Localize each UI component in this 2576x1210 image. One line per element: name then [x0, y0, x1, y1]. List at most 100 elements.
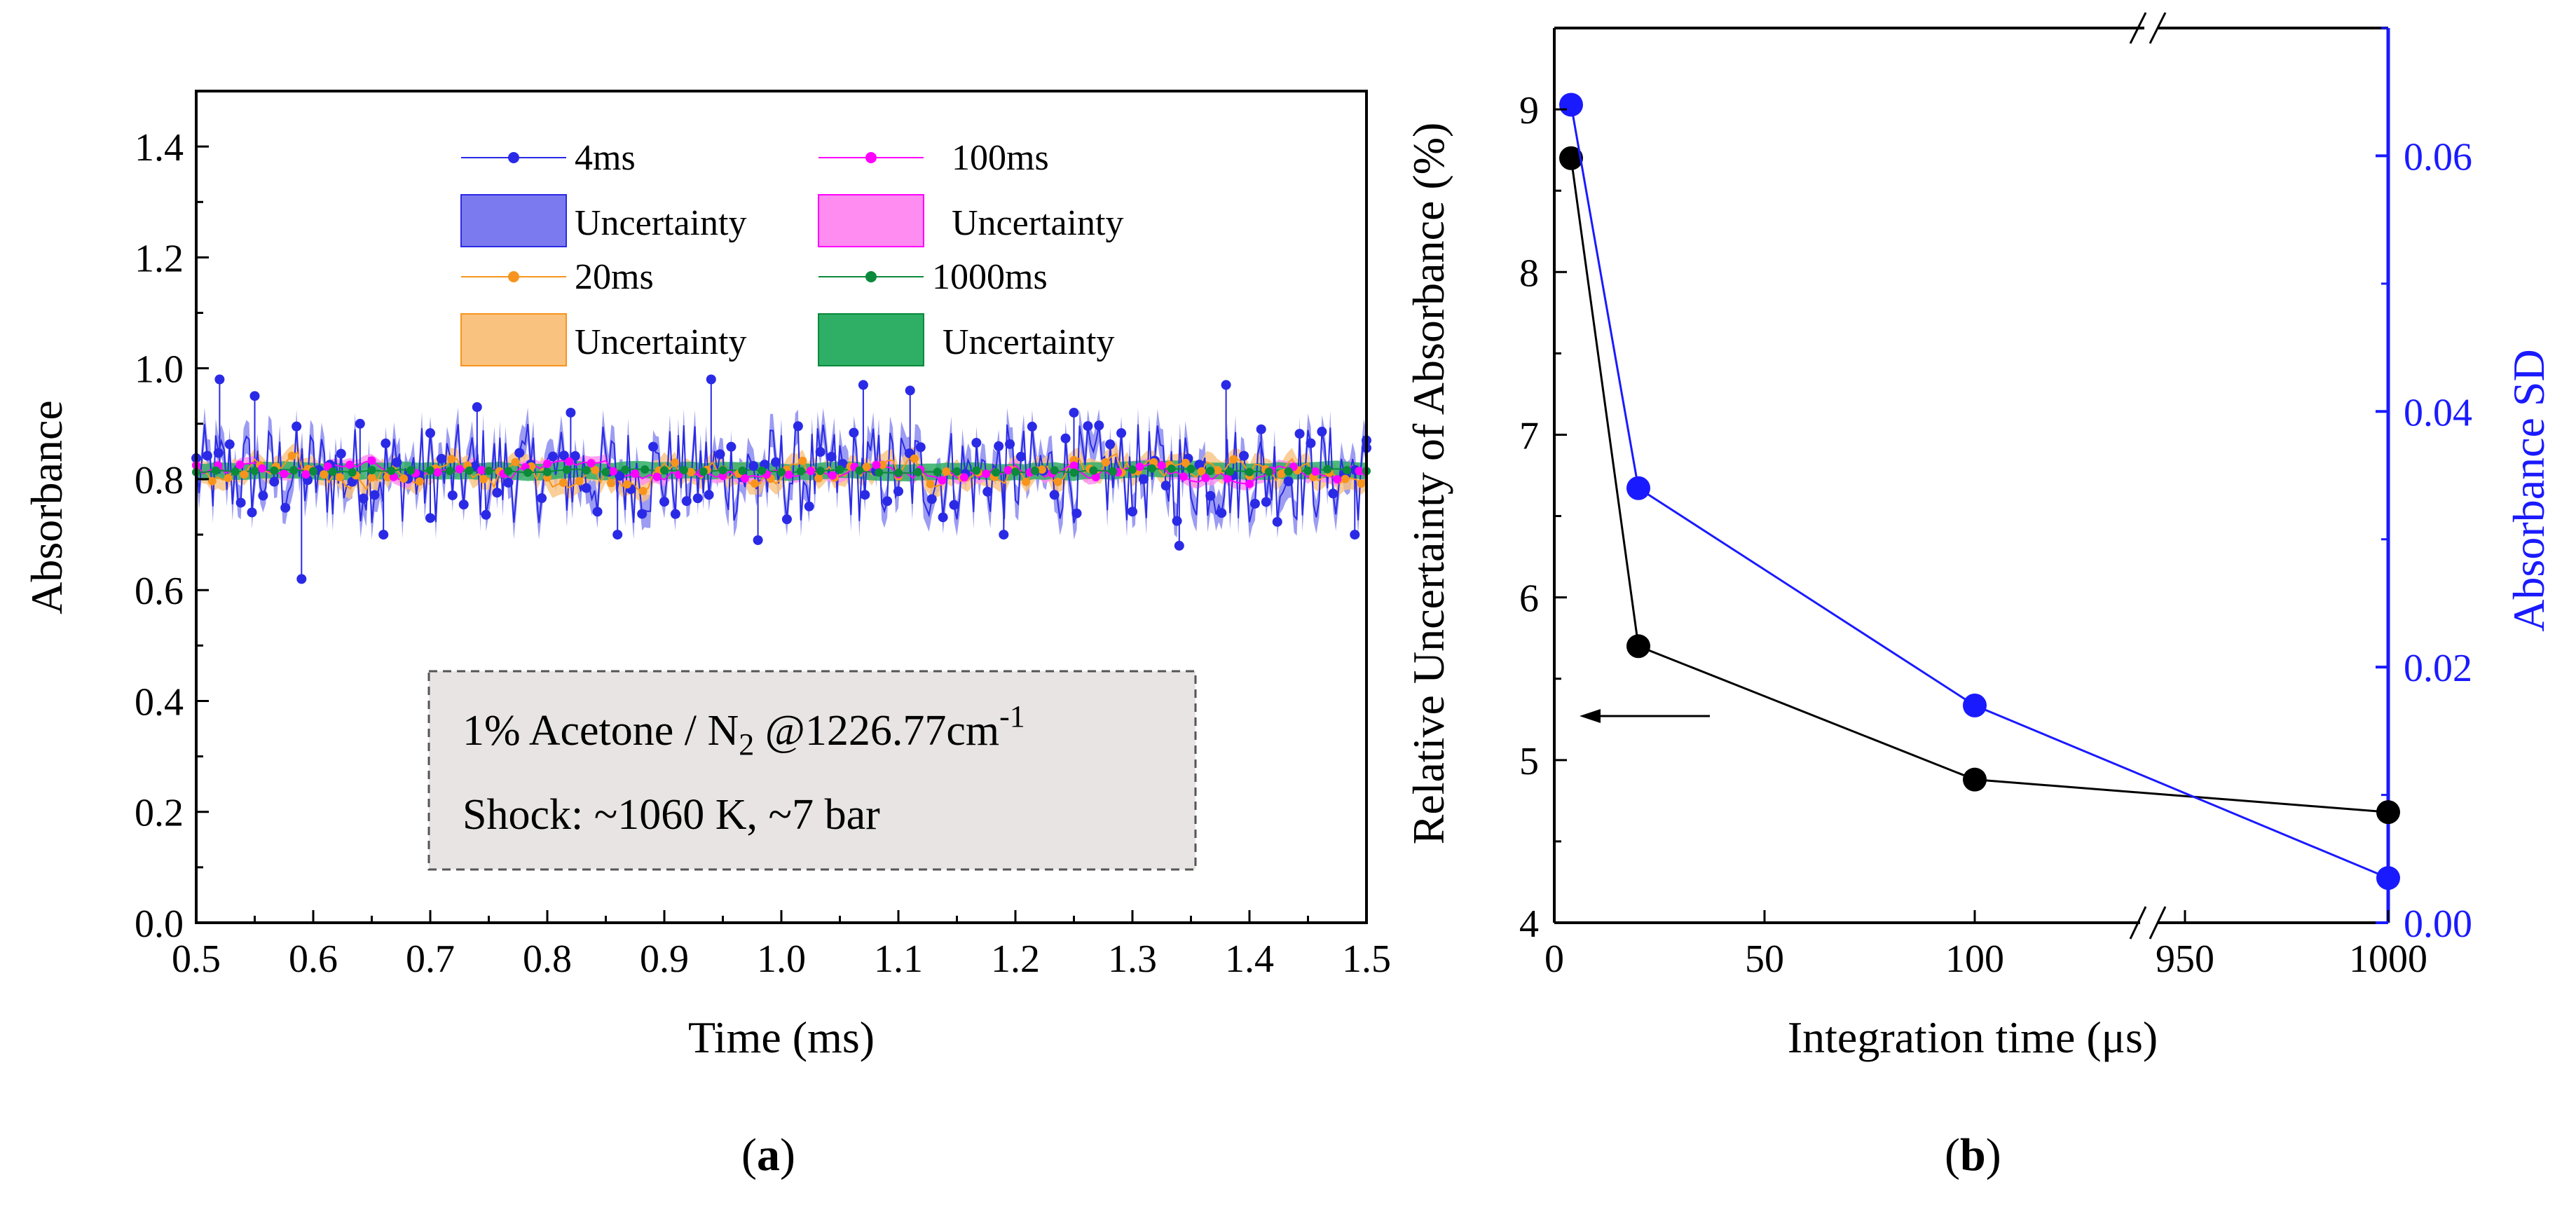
- data-point-100ms: [257, 464, 266, 473]
- data-point-4ms: [378, 530, 389, 540]
- data-point-1000ms: [348, 468, 357, 477]
- data-point-1000ms: [601, 467, 610, 476]
- data-point-20ms: [383, 473, 392, 482]
- data-point-4ms: [938, 512, 948, 523]
- data-point-4ms: [1317, 427, 1327, 437]
- data-point-1000ms: [835, 465, 844, 474]
- data-point-4ms: [336, 448, 346, 459]
- data-point-20ms: [224, 474, 233, 483]
- data-point-4ms: [926, 494, 937, 504]
- data-point-100ms: [1201, 474, 1210, 483]
- legend-label-100ms: 100ms: [952, 138, 1049, 178]
- data-point-1000ms: [523, 468, 533, 477]
- data-point-20ms: [798, 456, 807, 465]
- data-point-1000ms: [270, 466, 279, 475]
- data-point-4ms: [358, 493, 369, 504]
- data-point-1000ms: [1069, 468, 1078, 477]
- panel-b-series: [1559, 92, 2400, 891]
- y-tick-label: 1.4: [135, 126, 184, 170]
- x-tick-label: 0.6: [289, 937, 338, 981]
- data-point-20ms: [1277, 469, 1286, 479]
- data-point-4ms: [612, 530, 623, 540]
- data-point-20ms: [926, 479, 935, 488]
- data-point-100ms: [1091, 473, 1100, 482]
- data-point-4ms: [280, 502, 291, 513]
- x-tick-label: 1.2: [991, 937, 1040, 981]
- data-point-1000ms: [1089, 466, 1098, 475]
- data-point-20ms: [1053, 477, 1062, 486]
- data-point-4ms: [269, 476, 280, 487]
- data-point-1000ms: [699, 467, 708, 476]
- data-point-4ms: [815, 447, 825, 458]
- y-tick-label: 0.8: [135, 459, 184, 502]
- data-point-1000ms: [231, 467, 240, 476]
- panel-a-series-markers: [191, 374, 1371, 584]
- data-point-4ms: [1071, 508, 1082, 518]
- data-point-1000ms: [1284, 467, 1293, 476]
- data-point-20ms: [367, 473, 376, 482]
- right-y-tick-label: 0.04: [2404, 391, 2472, 434]
- legend-band-20ms: [460, 313, 567, 366]
- legend-marker-20ms: [508, 271, 519, 282]
- data-point-100ms: [938, 476, 947, 485]
- panel-b-left-y-ticks: 4 5 6 7 8 9: [1519, 27, 1567, 946]
- data-point-1000ms: [933, 467, 942, 476]
- data-point-4ms: [849, 427, 859, 438]
- data-point-1000ms: [1303, 466, 1313, 475]
- data-point-100ms: [1310, 467, 1320, 476]
- data-point-4ms: [1116, 428, 1127, 439]
- annotation-line-1: 1% Acetone / N2 @1226.77cm-1: [463, 699, 1025, 762]
- data-point-4ms: [1049, 490, 1060, 500]
- x-tick-label: 1.1: [874, 937, 923, 981]
- data-point-20ms: [671, 458, 680, 467]
- legend-label-uncertainty-1000ms: Uncertainty: [943, 322, 1114, 362]
- right-y-tick-label: 0.00: [2404, 902, 2472, 946]
- x-tick-label: 1.0: [757, 937, 806, 981]
- data-point-4ms: [1350, 530, 1360, 540]
- data-point-4ms: [905, 385, 915, 396]
- data-point-4ms: [592, 507, 603, 517]
- data-point-100ms: [301, 469, 310, 479]
- data-point-20ms: [638, 486, 648, 495]
- data-point-20ms: [1197, 467, 1206, 476]
- data-point-4ms: [1272, 516, 1282, 527]
- data-point-4ms: [355, 418, 365, 429]
- data-point-100ms: [1157, 461, 1166, 470]
- legend-marker-1000ms: [865, 271, 877, 282]
- data-point-4ms: [1160, 481, 1171, 491]
- data-point-1000ms: [367, 465, 376, 474]
- legend-label-uncertainty-4ms: Uncertainty: [575, 203, 746, 243]
- data-point-4ms: [381, 438, 391, 448]
- panel-b-right-y-axis-title: Absorbance SD: [2504, 349, 2554, 631]
- panel-b-x-axis-title: Integration time (μs): [1788, 1012, 2158, 1062]
- data-point-1000ms: [1167, 465, 1176, 474]
- panel-b-arrow: [1580, 709, 1710, 723]
- data-point-4ms: [753, 535, 763, 545]
- data-point-4ms: [949, 500, 959, 510]
- data-point-4ms: [860, 490, 870, 500]
- data-point-1000ms: [660, 466, 669, 475]
- data-point-1000ms: [484, 467, 493, 476]
- data-point-4ms: [1138, 474, 1149, 484]
- legend-band-100ms: [818, 194, 924, 247]
- data-point-20ms: [607, 479, 616, 488]
- data-point-1000ms: [913, 467, 922, 476]
- data-point-4ms: [1306, 438, 1316, 448]
- data-point-1000ms: [504, 467, 513, 476]
- data-point-4ms: [994, 441, 1004, 451]
- legend-label-uncertainty-100ms: Uncertainty: [952, 203, 1123, 243]
- data-point-1000ms: [1050, 466, 1059, 475]
- left-y-tick-label: 5: [1519, 740, 1539, 783]
- data-point-1000ms: [1264, 467, 1273, 476]
- data-point-100ms: [828, 471, 837, 480]
- data-point-4ms: [1217, 508, 1227, 518]
- data-point-20ms: [447, 455, 456, 464]
- data-point-4ms: [882, 496, 893, 507]
- data-point-4ms: [425, 513, 435, 523]
- data-point-1000ms: [894, 468, 903, 477]
- x-tick-label: 0: [1544, 937, 1564, 981]
- x-tick-label: 0.5: [172, 937, 221, 981]
- data-point-4ms: [472, 402, 482, 413]
